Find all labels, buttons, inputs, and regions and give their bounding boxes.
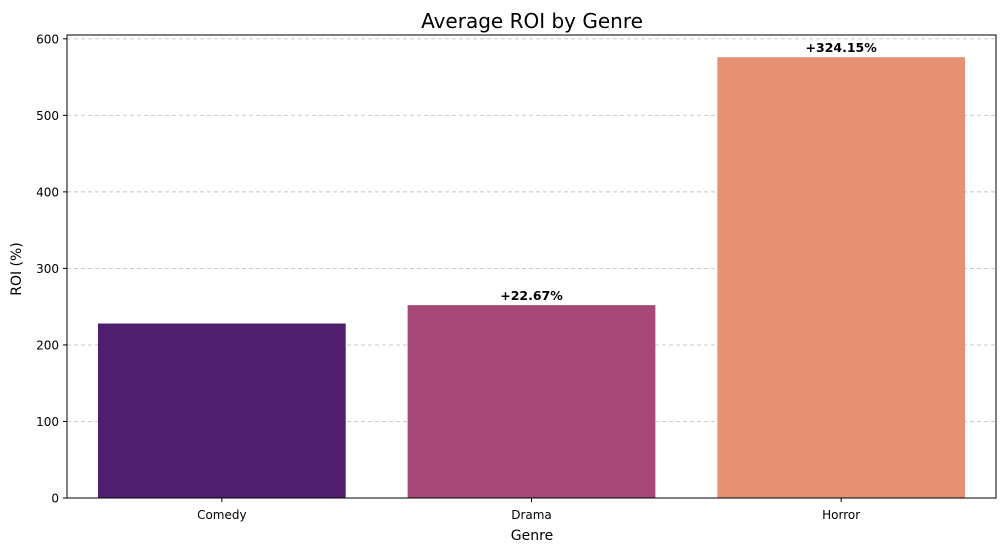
data-label-horror: +324.15% — [806, 40, 878, 55]
bar-comedy — [97, 323, 346, 498]
y-tick-label: 500 — [36, 109, 59, 123]
bar-drama — [407, 305, 656, 498]
y-tick-label: 400 — [36, 185, 59, 199]
y-tick-label: 0 — [51, 492, 59, 506]
x-tick-label: Drama — [511, 508, 552, 522]
y-tick-label: 100 — [36, 415, 59, 429]
data-label-drama: +22.67% — [500, 288, 563, 303]
x-axis-label: Genre — [511, 528, 553, 544]
x-tick-label: Comedy — [197, 508, 247, 522]
bar-horror — [717, 57, 966, 498]
x-tick-label: Horror — [822, 508, 860, 522]
bars — [97, 57, 966, 498]
y-tick-label: 600 — [36, 32, 59, 46]
y-axis-label: ROI (%) — [9, 242, 25, 296]
data-labels: +22.67% +324.15% — [500, 40, 877, 303]
y-ticks: 0 100 200 300 400 500 600 — [36, 32, 67, 506]
y-tick-label: 200 — [36, 338, 59, 352]
chart-title: Average ROI by Genre — [421, 9, 643, 33]
x-ticks: Comedy Drama Horror — [197, 498, 860, 522]
y-tick-label: 300 — [36, 262, 59, 276]
